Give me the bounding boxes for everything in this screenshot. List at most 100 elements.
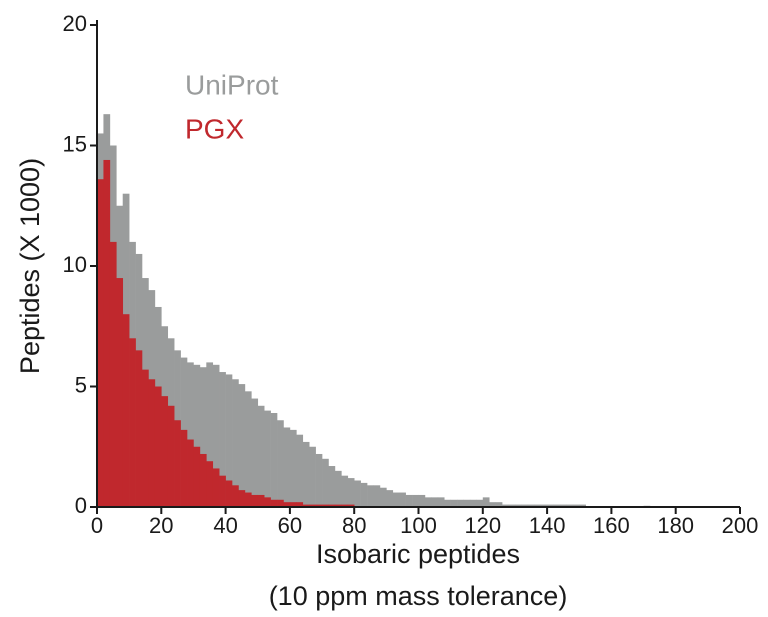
bar (328, 466, 336, 507)
bar (379, 487, 387, 507)
bar (206, 362, 214, 507)
bar (244, 391, 252, 507)
x-tick-label: 200 (722, 513, 759, 538)
bar (187, 362, 194, 507)
bar (360, 482, 368, 507)
y-axis-label: Peptides (X 1000) (15, 158, 45, 374)
bar (193, 446, 201, 507)
bar (373, 485, 381, 507)
bar (392, 492, 400, 507)
bar (270, 413, 278, 507)
bar (212, 364, 220, 507)
bar (322, 504, 329, 507)
y-tick-label: 5 (75, 372, 87, 397)
x-tick-label: 60 (278, 513, 302, 538)
y-tick-label: 10 (63, 252, 87, 277)
bar (129, 338, 136, 507)
bar (97, 179, 104, 508)
bar (463, 499, 471, 507)
bar (521, 504, 529, 507)
bar (257, 494, 265, 507)
bar (289, 429, 297, 507)
bar (232, 485, 239, 507)
bar (174, 420, 181, 507)
x-tick-label: 140 (529, 513, 566, 538)
x-tick-label: 0 (91, 513, 103, 538)
bar (148, 379, 156, 507)
y-tick-label: 15 (63, 131, 87, 156)
bar (302, 504, 310, 507)
bar (219, 372, 226, 507)
bar (566, 504, 574, 507)
bar (244, 492, 252, 507)
bar (302, 441, 310, 507)
bar (251, 494, 259, 507)
bar (264, 497, 271, 507)
y-tick-label: 0 (75, 493, 87, 518)
bar (476, 499, 484, 507)
bar (495, 502, 503, 507)
bar (142, 369, 149, 507)
x-tick-label: 180 (657, 513, 694, 538)
x-tick-label: 80 (342, 513, 366, 538)
bar (225, 374, 233, 507)
bar (386, 490, 394, 507)
bar (540, 504, 548, 507)
bar (232, 379, 239, 507)
bar (572, 504, 580, 507)
bar (296, 434, 304, 507)
bar (315, 504, 323, 507)
bar (212, 468, 220, 507)
bar (225, 480, 233, 507)
bar (251, 398, 259, 507)
x-tick-label: 40 (213, 513, 237, 538)
bar (309, 446, 316, 507)
bar (109, 241, 117, 507)
bar (418, 494, 426, 507)
bar (347, 478, 355, 507)
bar (341, 504, 349, 507)
bar (579, 504, 586, 507)
bar (219, 475, 226, 507)
bar (296, 502, 304, 507)
legend-entry: PGX (185, 113, 244, 144)
x-tick-label: 20 (149, 513, 173, 538)
bar (367, 485, 374, 507)
bar (187, 439, 194, 507)
bar (399, 492, 406, 507)
x-tick-label: 100 (400, 513, 437, 538)
bar (489, 502, 496, 507)
bar (238, 384, 246, 507)
bar (199, 453, 207, 507)
x-tick-label: 160 (593, 513, 630, 538)
bar (334, 504, 342, 507)
bar (283, 502, 291, 507)
x-axis-label: Isobaric peptides (316, 539, 520, 569)
bar (206, 461, 214, 507)
bar (277, 420, 284, 507)
bar (257, 405, 265, 507)
bar (347, 504, 355, 507)
bar (122, 314, 130, 507)
bar (322, 458, 329, 507)
bar (424, 497, 432, 507)
bar (270, 499, 278, 507)
bar (412, 494, 419, 507)
bar (180, 429, 188, 507)
bar (469, 499, 477, 507)
bar (508, 504, 516, 507)
bar (334, 470, 342, 507)
bar (502, 504, 509, 507)
bar (116, 278, 124, 507)
bar (514, 504, 522, 507)
bar (457, 499, 464, 507)
bar (103, 159, 111, 507)
x-axis-label: (10 ppm mass tolerance) (269, 581, 568, 611)
bar (264, 410, 271, 507)
bar (354, 480, 361, 507)
bar (328, 504, 336, 507)
y-tick-label: 20 (63, 11, 87, 36)
bar (547, 504, 554, 507)
bar (450, 499, 458, 507)
bar (199, 367, 207, 507)
